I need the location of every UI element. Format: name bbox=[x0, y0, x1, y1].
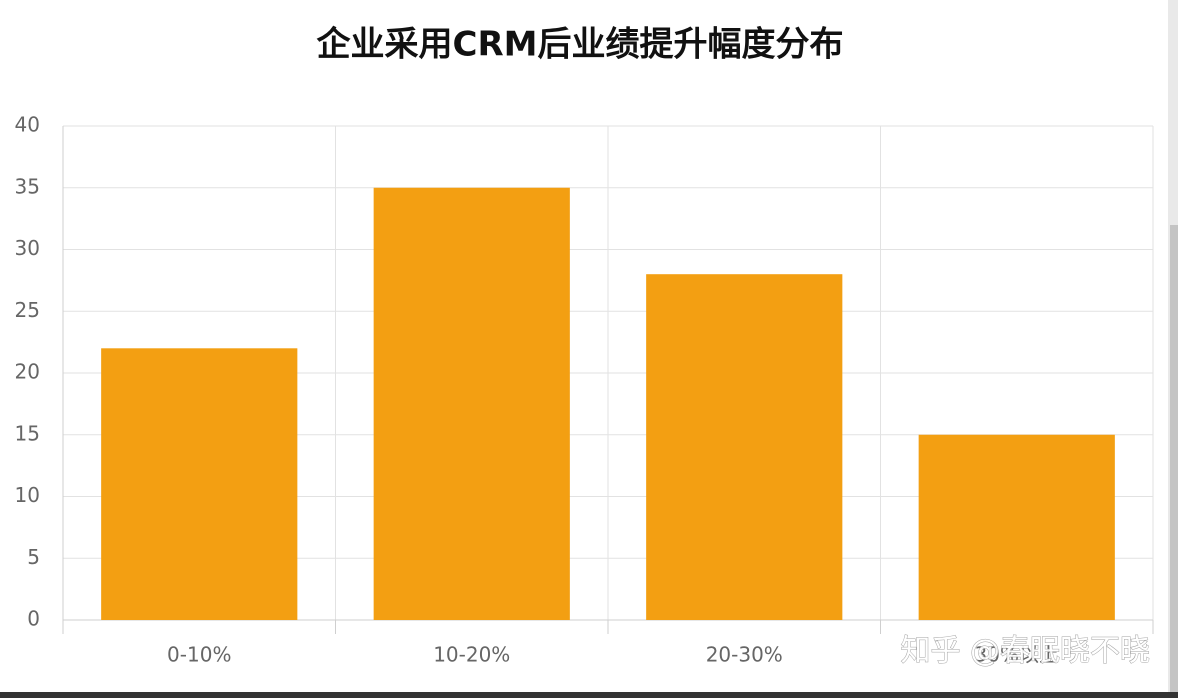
bar bbox=[101, 348, 298, 620]
x-tick-label: 0-10% bbox=[167, 643, 231, 667]
chart-title: 企业采用CRM后业绩提升幅度分布 bbox=[317, 25, 844, 65]
bar bbox=[373, 187, 570, 620]
bar bbox=[918, 434, 1115, 620]
scrollbar-thumb bbox=[1170, 225, 1178, 692]
x-tick-label: 10-20% bbox=[433, 643, 510, 667]
y-tick-label: 20 bbox=[15, 360, 40, 384]
y-tick-label: 0 bbox=[27, 607, 40, 631]
watermark: 知乎 @春眠晓不晓 bbox=[900, 634, 1150, 669]
bottom-bar bbox=[0, 692, 1178, 698]
y-tick-label: 30 bbox=[15, 236, 40, 260]
y-tick-label: 35 bbox=[15, 174, 40, 198]
y-tick-label: 15 bbox=[15, 421, 40, 445]
y-tick-label: 25 bbox=[15, 298, 40, 322]
x-tick-label: 30%以上 bbox=[975, 643, 1059, 667]
x-tick-label: 20-30% bbox=[706, 643, 783, 667]
y-tick-label: 5 bbox=[27, 545, 40, 569]
bar bbox=[646, 274, 843, 620]
y-tick-label: 10 bbox=[15, 483, 40, 507]
y-tick-label: 40 bbox=[15, 113, 40, 137]
